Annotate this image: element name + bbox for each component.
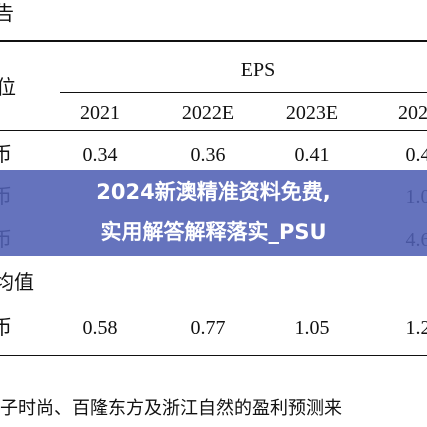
- cell: 0.58: [82, 317, 118, 339]
- column-header: 2023E: [285, 102, 339, 124]
- unit-label: 位: [0, 77, 16, 99]
- rule: [0, 40, 427, 42]
- top-text: 告: [0, 3, 14, 25]
- cell: 0.34: [82, 144, 118, 166]
- footnote: 子时尚、百隆东方及浙江自然的盈利预测来: [0, 398, 342, 419]
- cell: 1.05: [294, 317, 330, 339]
- column-header: 2021: [80, 102, 120, 124]
- rule: [60, 92, 427, 93]
- row-label: 均值: [0, 272, 34, 294]
- group-header: EPS: [240, 59, 276, 81]
- column-header: 2024: [398, 102, 427, 124]
- cell: 1.2: [405, 317, 427, 339]
- row-label: 币: [0, 144, 12, 166]
- rule: [0, 130, 427, 131]
- cell: 0.77: [190, 317, 226, 339]
- cell: 0.36: [190, 144, 226, 166]
- row-label: 币: [0, 317, 12, 339]
- cell: 0.4: [405, 144, 427, 166]
- banner-line: 实用解答解释落实_PSU: [100, 220, 327, 244]
- banner: 2024新澳精准资料免费, 实用解答解释落实_PSU: [0, 170, 427, 256]
- banner-line: 2024新澳精准资料免费,: [96, 180, 331, 204]
- rule: [0, 355, 427, 356]
- cell: 0.41: [294, 144, 330, 166]
- column-header: 2022E: [181, 102, 235, 124]
